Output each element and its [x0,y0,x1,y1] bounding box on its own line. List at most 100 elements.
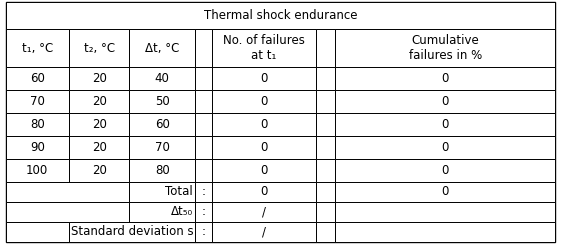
Bar [6,90,69,113]
Bar [335,113,555,136]
Text: 0: 0 [442,118,449,131]
Text: 70: 70 [30,95,45,108]
Text: 20: 20 [91,164,107,177]
Bar [212,159,316,182]
Bar [335,90,555,113]
Bar [69,113,129,136]
Bar [195,202,212,222]
Bar [316,222,335,242]
Text: 0: 0 [442,72,449,85]
Text: t₂, °C: t₂, °C [84,42,114,55]
Text: /: / [262,205,266,218]
Text: 60: 60 [155,118,170,131]
Bar [6,136,69,159]
Text: :: : [201,185,205,198]
Bar [6,2,555,29]
Bar [316,202,335,222]
Text: 0: 0 [260,72,268,85]
Bar [316,29,335,67]
Bar [195,182,212,202]
Text: 0: 0 [260,185,268,198]
Bar [212,67,316,90]
Text: 0: 0 [260,164,268,177]
Text: Total: Total [165,185,192,198]
Text: 90: 90 [30,141,45,154]
Bar [316,113,335,136]
Text: 100: 100 [26,164,48,177]
Text: 50: 50 [155,95,169,108]
Bar [6,29,69,67]
Bar [335,182,555,202]
Bar [69,67,129,90]
Text: 80: 80 [155,164,169,177]
Bar [316,136,335,159]
Bar [212,29,316,67]
Text: 0: 0 [442,164,449,177]
Bar [316,67,335,90]
Bar [129,67,195,90]
Bar [129,136,195,159]
Bar [6,159,69,182]
Bar [195,29,212,67]
Bar [335,136,555,159]
Text: Thermal shock endurance: Thermal shock endurance [204,10,357,22]
Text: 0: 0 [442,185,449,198]
Bar [212,182,316,202]
Bar [335,29,555,67]
Bar [6,182,129,202]
Bar [69,136,129,159]
Text: 0: 0 [442,141,449,154]
Text: Δt₅₀: Δt₅₀ [171,205,192,218]
Text: 0: 0 [260,95,268,108]
Bar [6,222,69,242]
Text: Δt, °C: Δt, °C [145,42,180,55]
Bar [69,29,129,67]
Bar [6,67,69,90]
Bar [335,202,555,222]
Bar [212,90,316,113]
Text: 0: 0 [260,141,268,154]
Bar [335,67,555,90]
Text: 80: 80 [30,118,44,131]
Bar [195,67,212,90]
Bar [195,90,212,113]
Bar [6,113,69,136]
Text: /: / [262,225,266,238]
Text: 0: 0 [442,95,449,108]
Text: 40: 40 [155,72,170,85]
Bar [6,202,129,222]
Text: 70: 70 [155,141,170,154]
Text: No. of failures
at t₁: No. of failures at t₁ [223,34,305,62]
Bar [129,202,195,222]
Bar [316,90,335,113]
Bar [195,159,212,182]
Bar [129,159,195,182]
Bar [69,159,129,182]
Bar [335,159,555,182]
Bar [195,222,212,242]
Bar [69,222,195,242]
Bar [129,90,195,113]
Bar [129,29,195,67]
Bar [212,222,316,242]
Text: 20: 20 [91,118,107,131]
Bar [212,202,316,222]
Bar [212,136,316,159]
Text: :: : [201,205,205,218]
Bar [335,222,555,242]
Bar [195,113,212,136]
Text: 20: 20 [91,72,107,85]
Bar [212,113,316,136]
Bar [195,136,212,159]
Bar [69,90,129,113]
Text: 20: 20 [91,95,107,108]
Bar [129,182,195,202]
Text: 0: 0 [260,118,268,131]
Text: :: : [201,225,205,238]
Text: 60: 60 [30,72,45,85]
Text: 20: 20 [91,141,107,154]
Text: t₁, °C: t₁, °C [21,42,53,55]
Bar [129,113,195,136]
Bar [316,159,335,182]
Text: Cumulative
failures in %: Cumulative failures in % [409,34,482,62]
